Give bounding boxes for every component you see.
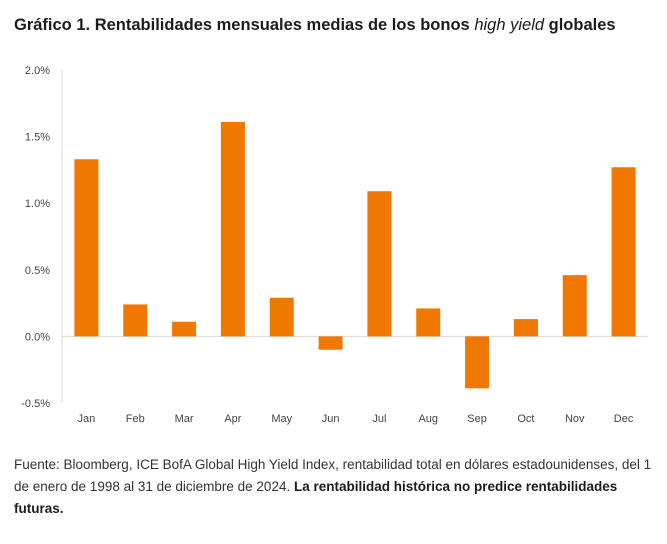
x-tick-label: Jun — [322, 413, 340, 425]
bar-aug — [416, 308, 441, 337]
x-axis: Jan Feb Mar Apr May Jun Jul Aug Sep Oct Nov Dec — [78, 413, 634, 425]
x-tick-label: Jan — [78, 413, 96, 425]
bar-jun — [318, 336, 343, 350]
chart-title: Gráfico 1. Rentabilidades mensuales medi… — [14, 16, 616, 35]
x-tick-label: Mar — [175, 413, 194, 425]
x-tick-label: Nov — [565, 413, 585, 425]
bar-apr — [220, 121, 245, 337]
y-tick-label: 0.0% — [25, 331, 50, 343]
x-tick-label: Oct — [517, 413, 534, 425]
bar-chart: -0.5% 0.0% 0.5% 1.0% 1.5% 2.0% Jan Feb Mar Apr Ma… — [21, 65, 648, 425]
bar-nov — [562, 275, 587, 337]
source-disclaimer: La rentabilidad histórica no predice ren… — [14, 479, 618, 516]
bar-sep — [465, 336, 490, 389]
bar-jul — [367, 191, 392, 337]
y-tick-label: 1.5% — [25, 132, 50, 144]
x-tick-label: Dec — [614, 413, 634, 425]
source-text: Fuente: Bloomberg, ICE BofA Global High … — [14, 457, 652, 494]
bar-mar — [172, 321, 197, 337]
chart-title-italic: high yield — [474, 16, 545, 34]
x-tick-label: Apr — [224, 413, 241, 425]
bars — [74, 121, 636, 389]
bar-oct — [513, 319, 538, 337]
y-tick-label: 2.0% — [25, 65, 50, 77]
x-tick-label: Feb — [126, 413, 145, 425]
source-note: Fuente: Bloomberg, ICE BofA Global High … — [14, 454, 654, 520]
chart-title-prefix: Gráfico 1. Rentabilidades mensuales medi… — [14, 16, 470, 34]
bar-feb — [123, 304, 148, 337]
x-tick-label: Sep — [467, 413, 487, 425]
x-tick-label: May — [271, 413, 292, 425]
y-axis: -0.5% 0.0% 0.5% 1.0% 1.5% 2.0% — [21, 65, 648, 410]
bar-dec — [611, 167, 636, 337]
bar-may — [269, 297, 294, 337]
bar-jan — [74, 159, 99, 337]
y-tick-label: -0.5% — [21, 398, 50, 410]
y-tick-label: 1.0% — [25, 198, 50, 210]
x-tick-label: Aug — [418, 413, 438, 425]
x-tick-label: Jul — [372, 413, 386, 425]
chart-title-suffix: globales — [548, 16, 616, 34]
y-tick-label: 0.5% — [25, 265, 50, 277]
